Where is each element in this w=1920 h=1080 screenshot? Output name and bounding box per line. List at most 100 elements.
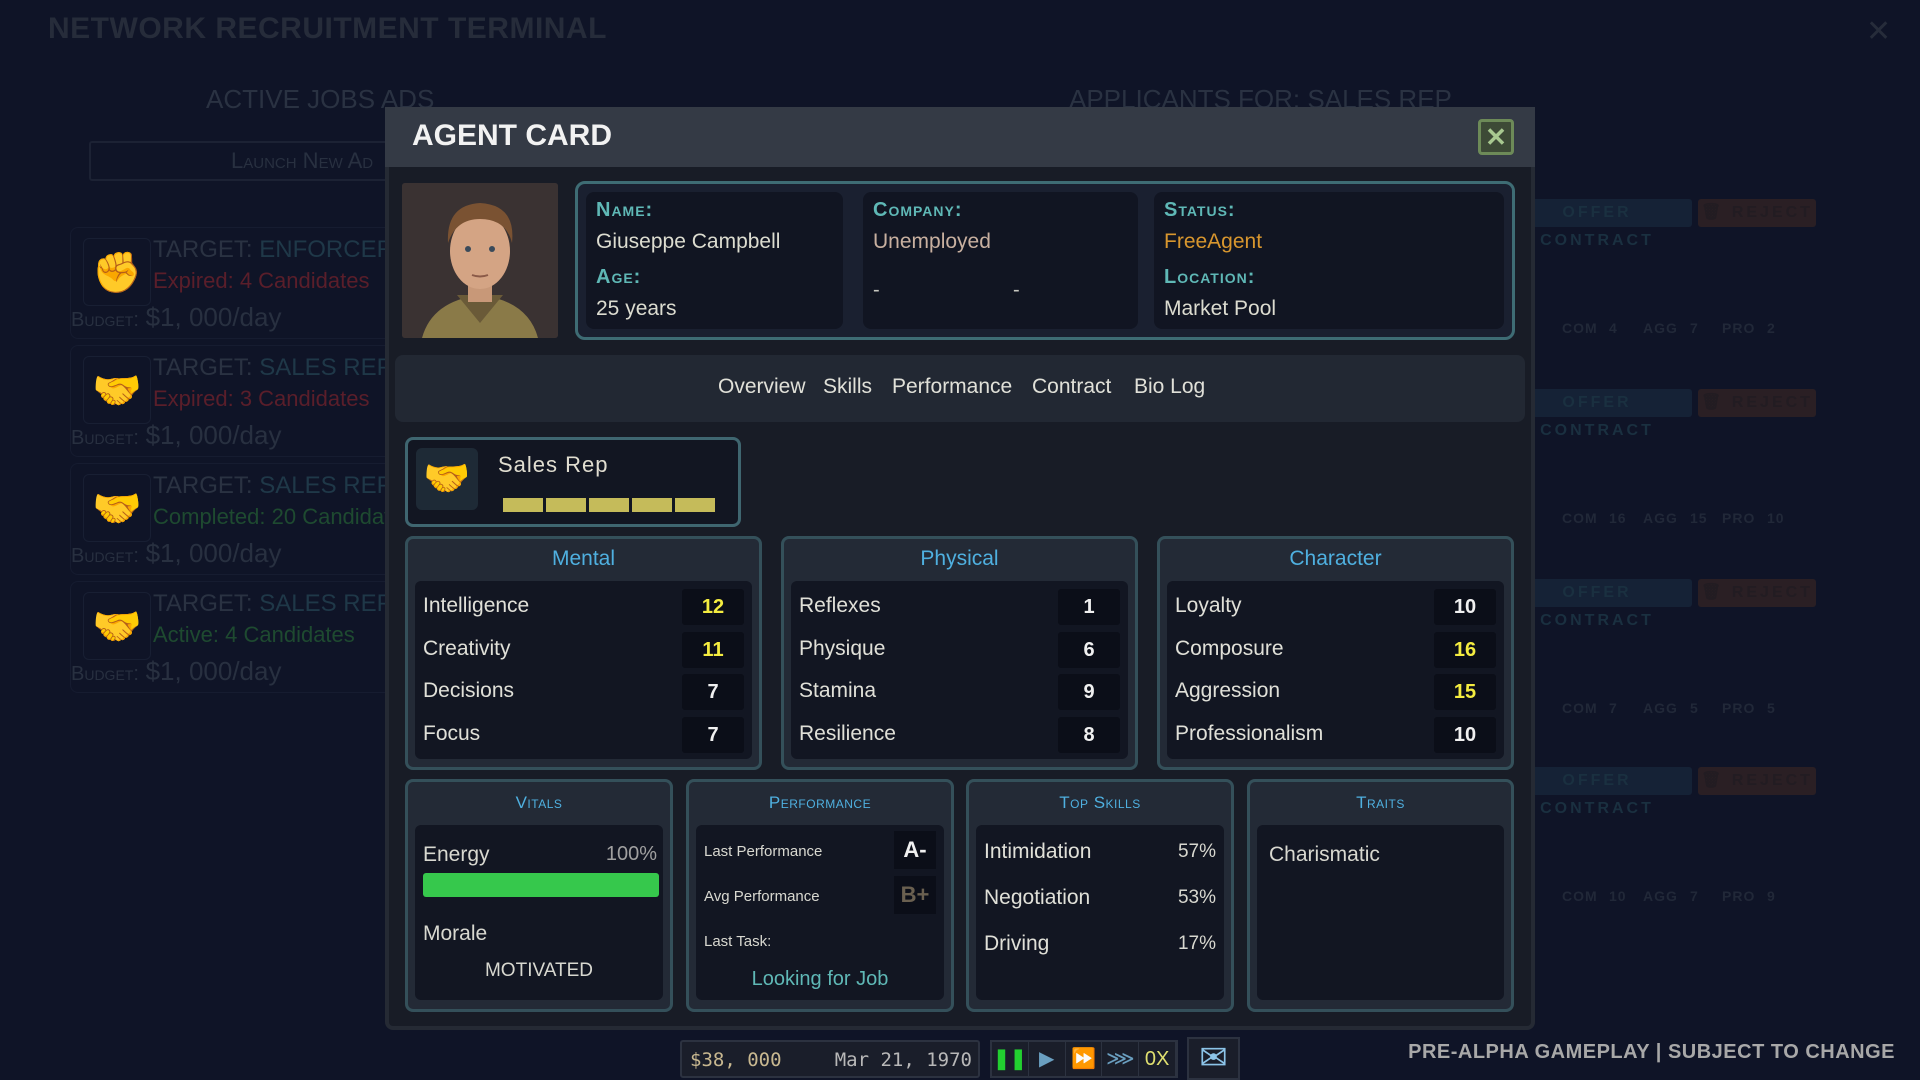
stat-group-title: Mental bbox=[551, 547, 616, 570]
skill-value: 53% bbox=[1177, 887, 1216, 908]
job-ad-card[interactable]: ✊ TARGET: ENFORCER Expired: 4 Candidates… bbox=[70, 227, 400, 339]
age-label: Age: bbox=[596, 266, 642, 288]
last-performance-label: Last Performance bbox=[704, 843, 823, 860]
agg-label: AGG bbox=[1643, 320, 1678, 336]
role-level-segment bbox=[589, 498, 629, 512]
reject-label: REJECT bbox=[1731, 772, 1813, 789]
job-budget: $1, 000/day bbox=[145, 656, 282, 686]
mail-icon[interactable]: ✉ bbox=[1187, 1037, 1240, 1080]
vitals-panel: Vitals Energy 100% Morale MOTIVATED bbox=[405, 779, 673, 1012]
morale-value: MOTIVATED bbox=[484, 960, 594, 981]
reject-button[interactable]: 🗑 REJECT bbox=[1698, 579, 1816, 607]
tab-skills[interactable]: Skills bbox=[823, 375, 873, 398]
reject-button[interactable]: 🗑 REJECT bbox=[1698, 767, 1816, 795]
com-value: 16 bbox=[1609, 510, 1627, 526]
stat-value: 15 bbox=[1434, 674, 1496, 710]
skill-name: Negotiation bbox=[984, 886, 1091, 909]
location-label: Location: bbox=[1164, 266, 1256, 288]
skill-name: Intimidation bbox=[984, 840, 1092, 863]
tab-overview[interactable]: Overview bbox=[718, 375, 806, 398]
job-budget-label: Budget: bbox=[71, 663, 139, 685]
pro-value: 9 bbox=[1767, 888, 1776, 904]
date-value: Mar 21, 1970 bbox=[834, 1049, 972, 1071]
speed-label[interactable]: 0X bbox=[1139, 1042, 1176, 1076]
role-level-bar bbox=[503, 498, 715, 512]
stat-group-character: Character Loyalty 10 Composure 16 Aggres… bbox=[1157, 536, 1514, 770]
stat-name: Loyalty bbox=[1175, 594, 1242, 617]
status-cell: Status: FreeAgent Location: Market Pool bbox=[1154, 192, 1504, 329]
launch-new-ad-button[interactable]: Launch New Ad bbox=[89, 141, 409, 181]
job-ad-card[interactable]: 🤝 TARGET: SALES REP Active: 4 Candidates… bbox=[70, 581, 400, 693]
tab-bio-log[interactable]: Bio Log bbox=[1134, 375, 1206, 398]
stat-value: 10 bbox=[1434, 716, 1496, 753]
portrait-image bbox=[402, 183, 558, 338]
stat-value: 16 bbox=[1434, 631, 1496, 668]
reject-label: REJECT bbox=[1731, 584, 1813, 601]
com-label: COM bbox=[1562, 700, 1598, 716]
agg-value: 15 bbox=[1690, 510, 1708, 526]
energy-label: Energy bbox=[423, 843, 490, 866]
com-value: 4 bbox=[1609, 320, 1618, 336]
last-task-value: Looking for Job bbox=[751, 968, 889, 990]
job-target-label: TARGET: bbox=[153, 590, 253, 617]
pause-icon[interactable]: ❚❚ bbox=[992, 1042, 1029, 1076]
traits-title: Traits bbox=[1356, 793, 1405, 812]
stat-row: Composure 16 bbox=[1175, 631, 1496, 668]
pro-value: 5 bbox=[1767, 700, 1776, 716]
reject-label: REJECT bbox=[1731, 204, 1813, 221]
stat-row: Professionalism 10 bbox=[1175, 716, 1496, 753]
company-cell: Company: Unemployed - - bbox=[863, 192, 1138, 329]
stat-value: 9 bbox=[1058, 674, 1120, 710]
stat-row: Physique 6 bbox=[799, 631, 1120, 668]
job-budget: $1, 000/day bbox=[145, 420, 282, 450]
reject-button[interactable]: 🗑 REJECT bbox=[1698, 199, 1816, 227]
stat-name: Resilience bbox=[799, 721, 896, 745]
stat-group-physical: Physical Reflexes 1 Physique 6 Stamina 9… bbox=[781, 536, 1138, 770]
skill-value: 17% bbox=[1177, 933, 1216, 954]
play-icon[interactable]: ▶ bbox=[1029, 1042, 1066, 1076]
tab-contract[interactable]: Contract bbox=[1032, 375, 1112, 398]
job-ad-card[interactable]: 🤝 TARGET: SALES REP Expired: 3 Candidate… bbox=[70, 345, 400, 457]
job-budget-label: Budget: bbox=[71, 427, 139, 449]
agent-age: 25 years bbox=[596, 297, 677, 320]
skill-value: 57% bbox=[1177, 841, 1216, 862]
stat-name: Physique bbox=[799, 636, 886, 660]
time-controls: ❚❚ ▶ ⏩ ⋙ 0X bbox=[990, 1040, 1178, 1078]
fast-forward-icon[interactable]: ⏩ bbox=[1066, 1042, 1103, 1076]
stat-row: Intelligence 12 bbox=[423, 589, 744, 625]
job-status: Active: 4 Candidates bbox=[153, 622, 355, 647]
fastest-forward-icon[interactable]: ⋙ bbox=[1102, 1042, 1140, 1076]
job-status: Expired: 4 Candidates bbox=[153, 268, 370, 293]
stat-value: 7 bbox=[682, 716, 744, 753]
location-value: Market Pool bbox=[1164, 297, 1277, 320]
job-target: SALES REP bbox=[259, 590, 393, 617]
com-value: 7 bbox=[1609, 700, 1618, 716]
money-value: $38, 000 bbox=[690, 1049, 782, 1071]
company-extra-1: - bbox=[873, 279, 880, 301]
performance-panel: Performance Last Performance A- Avg Perf… bbox=[686, 779, 954, 1012]
reject-button[interactable]: 🗑 REJECT bbox=[1698, 389, 1816, 417]
agg-label: AGG bbox=[1643, 510, 1678, 526]
stat-row: Creativity 11 bbox=[423, 631, 744, 668]
stat-value: 7 bbox=[682, 674, 744, 710]
job-budget-label: Budget: bbox=[71, 545, 139, 567]
top-skills-title: Top Skills bbox=[1059, 793, 1141, 812]
money-date-display: $38, 000 Mar 21, 1970 bbox=[680, 1040, 980, 1078]
com-value: 10 bbox=[1609, 888, 1627, 904]
reject-label: REJECT bbox=[1731, 394, 1813, 411]
job-target-label: TARGET: bbox=[153, 354, 253, 381]
job-ad-card[interactable]: 🤝 TARGET: SALES REP Completed: 20 Candid… bbox=[70, 463, 414, 575]
close-button[interactable]: ✕ bbox=[1478, 119, 1514, 155]
role-name: Sales Rep bbox=[498, 452, 609, 477]
handshake-icon: 🤝 bbox=[83, 474, 151, 542]
morale-label: Morale bbox=[423, 922, 488, 945]
agent-portrait bbox=[402, 183, 558, 338]
tab-performance[interactable]: Performance bbox=[892, 375, 1013, 398]
role-level-segment bbox=[675, 498, 715, 512]
job-target: SALES REP bbox=[259, 472, 393, 499]
stat-group-mental: Mental Intelligence 12 Creativity 11 Dec… bbox=[405, 536, 762, 770]
last-task-label: Last Task: bbox=[704, 933, 772, 950]
role-level-segment bbox=[546, 498, 586, 512]
job-target: SALES REP bbox=[259, 354, 393, 381]
terminal-close-icon[interactable]: ✕ bbox=[1866, 15, 1892, 48]
